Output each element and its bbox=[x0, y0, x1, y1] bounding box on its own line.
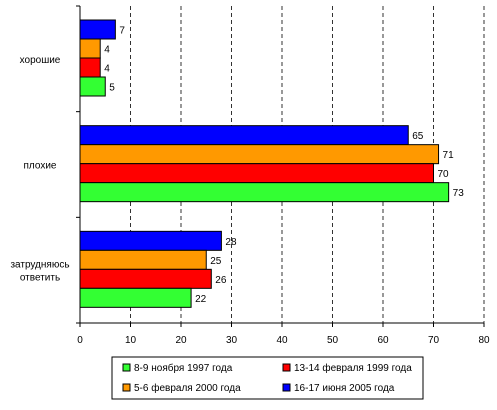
data-label-0-3: 5 bbox=[109, 83, 115, 94]
x-tick-label-70: 70 bbox=[428, 335, 440, 346]
bar-1-1 bbox=[79, 144, 440, 165]
x-tick-label-20: 20 bbox=[175, 335, 187, 346]
data-label-1-3: 73 bbox=[453, 188, 465, 199]
legend-label-0: 8-9 ноября 1997 года bbox=[134, 362, 233, 374]
legend-swatch-3 bbox=[282, 383, 291, 392]
grid-lines bbox=[130, 6, 485, 323]
legend-swatch-2 bbox=[122, 383, 131, 392]
x-tick-label-80: 80 bbox=[478, 335, 490, 346]
legend-swatch-0 bbox=[122, 363, 131, 372]
bar-2-2 bbox=[79, 268, 212, 289]
legend-swatch-1 bbox=[282, 363, 291, 372]
data-label-1-2: 70 bbox=[438, 169, 450, 180]
x-tick-label-0: 0 bbox=[77, 335, 83, 346]
x-tick-labels: 0 10 20 30 40 50 60 70 80 bbox=[77, 335, 490, 346]
data-label-2-3: 22 bbox=[195, 294, 207, 305]
bar-0-1 bbox=[79, 38, 101, 59]
x-tick-label-60: 60 bbox=[377, 335, 389, 346]
category-label-2-line-0: затрудняюсь bbox=[10, 260, 69, 271]
data-label-1-0: 65 bbox=[412, 131, 424, 142]
bars bbox=[79, 19, 450, 308]
bar-0-2 bbox=[79, 57, 101, 78]
bar-1-3 bbox=[79, 182, 450, 203]
legend-box bbox=[111, 356, 424, 400]
bar-1-2 bbox=[79, 163, 434, 184]
bar-2-1 bbox=[79, 249, 207, 270]
bar-2-0 bbox=[79, 230, 222, 251]
data-label-0-1: 4 bbox=[104, 45, 110, 56]
x-tick-label-30: 30 bbox=[226, 335, 238, 346]
data-label-2-1: 25 bbox=[210, 256, 222, 267]
data-label-0-0: 7 bbox=[119, 26, 125, 37]
axes bbox=[76, 5, 485, 327]
x-tick-label-40: 40 bbox=[276, 335, 288, 346]
bar-2-3 bbox=[79, 287, 192, 308]
category-label-0: хорошие bbox=[20, 55, 61, 66]
data-label-2-0: 28 bbox=[225, 237, 237, 248]
bar-0-3 bbox=[79, 76, 106, 97]
data-label-0-2: 4 bbox=[104, 64, 110, 75]
category-label-2-line-1: ответить bbox=[20, 273, 60, 284]
data-label-1-1: 71 bbox=[443, 150, 455, 161]
bar-0-0 bbox=[79, 19, 116, 40]
category-labels: хорошие плохие затрудняюсь ответить bbox=[10, 55, 69, 284]
category-label-1: плохие bbox=[24, 161, 57, 172]
legend-label-3: 16-17 июня 2005 года bbox=[294, 383, 395, 394]
x-tick-label-10: 10 bbox=[125, 335, 137, 346]
bar-1-0 bbox=[79, 125, 409, 146]
legend: 8-9 ноября 1997 года 13-14 февраля 1999 г… bbox=[111, 356, 424, 400]
data-label-2-2: 26 bbox=[215, 275, 227, 286]
x-tick-label-50: 50 bbox=[327, 335, 339, 346]
legend-label-1: 13-14 февраля 1999 года bbox=[294, 362, 412, 374]
legend-label-2: 5-6 февраля 2000 года bbox=[134, 382, 241, 394]
